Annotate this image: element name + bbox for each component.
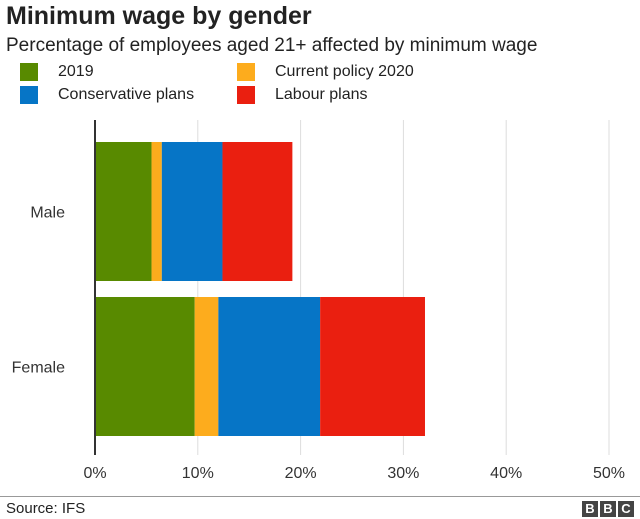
legend-label: Labour plans xyxy=(275,86,368,103)
legend-label: Conservative plans xyxy=(58,86,195,103)
logo-letter: B xyxy=(600,501,616,517)
legend-swatch xyxy=(237,63,255,81)
legend-swatch xyxy=(20,63,38,81)
legend-label: Current policy 2020 xyxy=(275,63,414,80)
tick-label: 40% xyxy=(490,465,522,482)
bar-segment xyxy=(194,297,219,436)
source: Source: IFS xyxy=(6,500,86,517)
legend-item-current: Current policy 2020 xyxy=(237,63,414,81)
tick-label: 20% xyxy=(285,465,317,482)
logo-letter: C xyxy=(618,501,634,517)
bar-segment xyxy=(95,297,195,436)
bar-segment xyxy=(95,142,152,281)
category-label: Male xyxy=(30,205,65,222)
legend-item-conservative: Conservative plans xyxy=(20,86,194,104)
legend-swatch xyxy=(237,86,255,104)
legend-label: 2019 xyxy=(58,63,94,80)
legend-swatch xyxy=(20,86,38,104)
tick-label: 10% xyxy=(182,465,214,482)
bar-segment xyxy=(151,142,162,281)
bar-segment xyxy=(320,297,425,436)
chart-title: Minimum wage by gender xyxy=(6,2,312,30)
tick-label: 0% xyxy=(83,465,106,482)
bar-segment xyxy=(222,142,293,281)
tick-label: 30% xyxy=(387,465,419,482)
legend-item-2019: 2019 xyxy=(20,63,94,81)
chart-subtitle: Percentage of employees aged 21+ affecte… xyxy=(6,35,538,56)
category-label: Female xyxy=(12,360,65,377)
bar-segment xyxy=(218,297,321,436)
logo-letter: B xyxy=(582,501,598,517)
bar-segment xyxy=(161,142,223,281)
divider xyxy=(0,496,640,497)
tick-label: 50% xyxy=(593,465,625,482)
legend-item-labour: Labour plans xyxy=(237,86,368,104)
